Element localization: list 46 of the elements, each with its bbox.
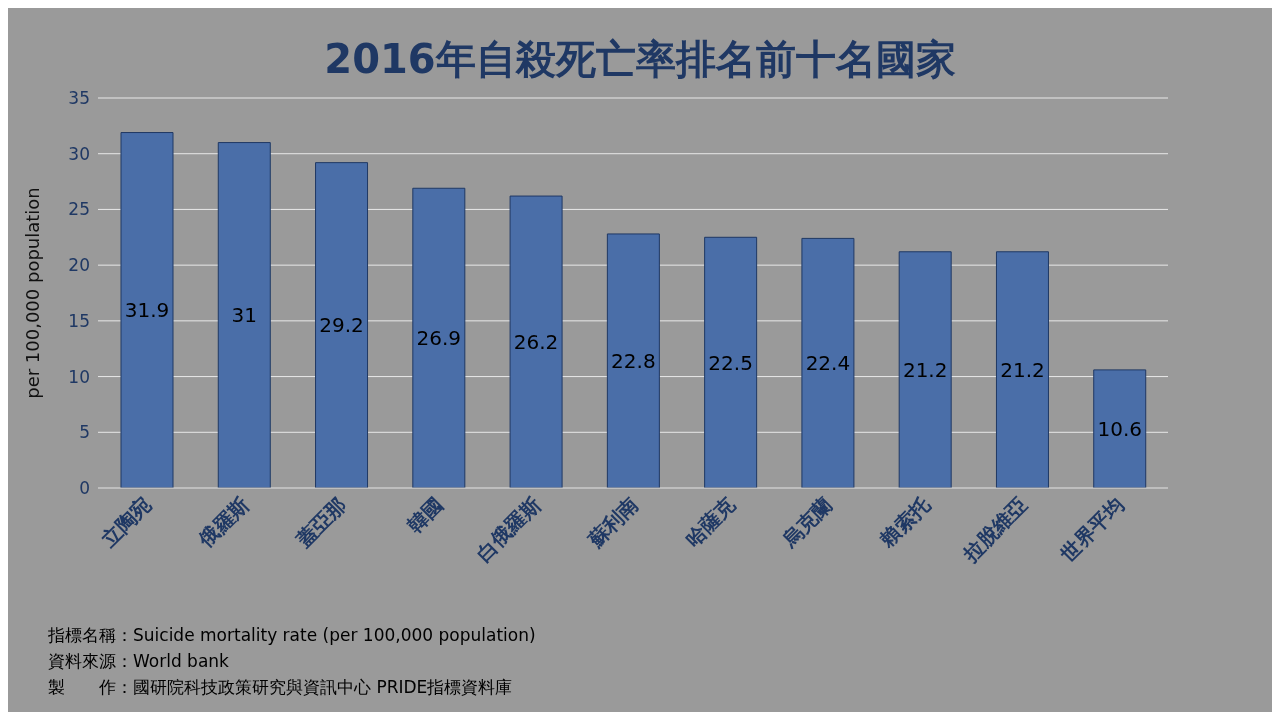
x-tick-label: 哈薩克 bbox=[680, 492, 740, 552]
x-tick-label: 蘇利南 bbox=[582, 492, 643, 553]
bar bbox=[509, 195, 563, 488]
x-tick-label: 立陶宛 bbox=[96, 492, 157, 553]
x-tick-label: 白俄羅斯 bbox=[471, 492, 546, 567]
y-tick-label: 20 bbox=[68, 255, 90, 276]
y-tick-label: 10 bbox=[68, 366, 90, 387]
x-tick-label: 賴索托 bbox=[874, 491, 936, 553]
bar bbox=[120, 132, 174, 488]
y-tick-label: 15 bbox=[68, 310, 90, 331]
y-tick-label: 5 bbox=[79, 422, 90, 443]
y-axis-title: per 100,000 population bbox=[22, 187, 44, 399]
data-label: 31 bbox=[231, 303, 257, 328]
x-tick-label: 蓋亞那 bbox=[290, 492, 351, 553]
data-label: 22.8 bbox=[611, 349, 656, 374]
y-tick-label: 25 bbox=[68, 199, 90, 220]
chart-title: 2016年自殺死亡率排名前十名國家 bbox=[323, 35, 957, 84]
data-label: 22.5 bbox=[708, 350, 753, 375]
bar bbox=[606, 233, 660, 488]
bar bbox=[1093, 369, 1147, 488]
data-label: 26.9 bbox=[416, 326, 462, 351]
bar bbox=[315, 162, 369, 488]
data-label: 26.2 bbox=[513, 330, 559, 355]
bar bbox=[412, 187, 466, 488]
y-tick-label: 0 bbox=[79, 478, 90, 499]
text: 指標名稱：Suicide mortality rate (per 100,000 population) bbox=[48, 624, 536, 647]
data-label: 22.4 bbox=[805, 351, 851, 376]
y-tick-label: 30 bbox=[68, 143, 90, 164]
text: 製 作：國研院科技政策研究與資訊中心 PRIDE指標資料庫 bbox=[48, 676, 514, 699]
data-label: 29.2 bbox=[319, 313, 364, 338]
data-label: 21.2 bbox=[1000, 357, 1045, 382]
bar bbox=[995, 251, 1049, 488]
x-tick-label: 烏克蘭 bbox=[776, 492, 838, 553]
x-tick-label: 韓國 bbox=[402, 492, 448, 538]
data-label: 31.9 bbox=[124, 298, 170, 323]
bar bbox=[217, 142, 271, 488]
bar bbox=[704, 236, 758, 488]
bar bbox=[801, 237, 855, 488]
data-label: 10.6 bbox=[1097, 417, 1142, 442]
x-tick-label: 世界平均 bbox=[1054, 492, 1129, 567]
x-tick-label: 俄羅斯 bbox=[193, 492, 254, 553]
x-tick-label: 拉脫維亞 bbox=[957, 492, 1032, 567]
y-tick-label: 35 bbox=[68, 88, 90, 109]
bar bbox=[898, 251, 952, 488]
data-label: 21.2 bbox=[902, 357, 948, 382]
source-note: 資料來源：World bank bbox=[48, 650, 230, 673]
